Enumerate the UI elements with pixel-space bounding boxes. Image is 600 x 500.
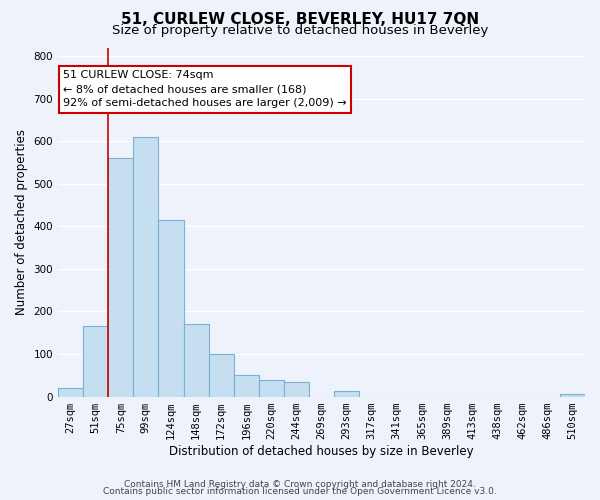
Bar xyxy=(133,137,158,396)
Bar xyxy=(259,380,284,396)
Text: Contains HM Land Registry data © Crown copyright and database right 2024.: Contains HM Land Registry data © Crown c… xyxy=(124,480,476,489)
Bar xyxy=(560,394,585,396)
Bar xyxy=(158,220,184,396)
Y-axis label: Number of detached properties: Number of detached properties xyxy=(15,129,28,315)
Bar xyxy=(209,354,233,397)
Text: Size of property relative to detached houses in Beverley: Size of property relative to detached ho… xyxy=(112,24,488,37)
Bar xyxy=(58,388,83,396)
Text: 51 CURLEW CLOSE: 74sqm
← 8% of detached houses are smaller (168)
92% of semi-det: 51 CURLEW CLOSE: 74sqm ← 8% of detached … xyxy=(64,70,347,108)
Bar xyxy=(233,376,259,396)
Bar xyxy=(108,158,133,396)
X-axis label: Distribution of detached houses by size in Beverley: Distribution of detached houses by size … xyxy=(169,444,474,458)
Text: Contains public sector information licensed under the Open Government Licence v3: Contains public sector information licen… xyxy=(103,487,497,496)
Text: 51, CURLEW CLOSE, BEVERLEY, HU17 7QN: 51, CURLEW CLOSE, BEVERLEY, HU17 7QN xyxy=(121,12,479,28)
Bar xyxy=(83,326,108,396)
Bar xyxy=(184,324,209,396)
Bar xyxy=(334,392,359,396)
Bar xyxy=(284,382,309,396)
